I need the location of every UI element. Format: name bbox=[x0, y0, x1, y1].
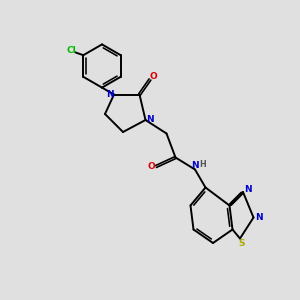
Text: Cl: Cl bbox=[66, 46, 76, 55]
Text: H: H bbox=[199, 160, 206, 169]
Text: N: N bbox=[191, 161, 199, 170]
Text: N: N bbox=[255, 213, 263, 222]
Text: N: N bbox=[146, 116, 154, 124]
Text: O: O bbox=[148, 162, 155, 171]
Text: N: N bbox=[106, 90, 114, 99]
Text: S: S bbox=[238, 239, 245, 248]
Text: O: O bbox=[149, 72, 157, 81]
Text: N: N bbox=[244, 184, 252, 194]
